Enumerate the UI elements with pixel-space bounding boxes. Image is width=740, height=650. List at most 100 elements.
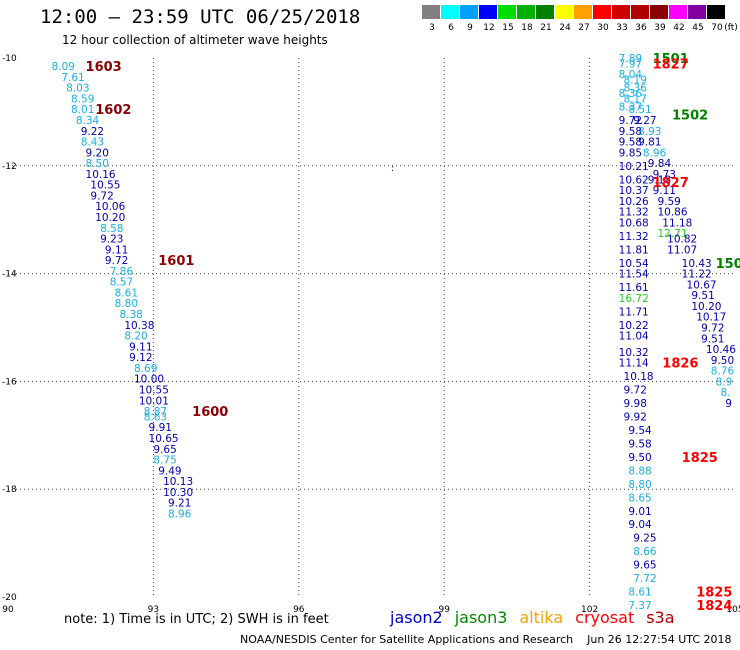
wave-height-label: 8.03 [66,83,89,95]
wave-height-label: 10.26 [619,196,649,208]
wave-height-label: 9.22 [81,126,104,138]
colorbar-swatch [593,5,611,19]
pass-time-label: 1600 [192,405,228,420]
wave-height-label: 9.11 [653,185,676,197]
colorbar-label: 33 [616,23,628,33]
colorbar-swatch [688,5,706,19]
colorbar-swatch [631,5,649,19]
y-tick-label: -14 [2,270,17,280]
wave-height-label: 12.71 [657,228,687,240]
legend-entry: cryosat [575,608,635,627]
wave-height-label: 9.21 [168,498,191,510]
colorbar-label: 39 [654,23,666,33]
wave-height-label: 9 [725,398,732,410]
wave-height-label: 9.04 [628,519,652,531]
colorbar-label: 36 [635,23,647,33]
wave-height-label: 9.25 [633,533,656,545]
wave-height-label: 10.18 [624,371,654,383]
wave-height-label: 8.87 [144,406,167,418]
wave-height-label: 8.50 [86,158,109,170]
x-tick-label: 99 [438,605,450,615]
legend-entry: s3a [646,608,675,627]
credit-line: NOAA/NESDIS Center for Satellite Applica… [240,633,732,646]
wave-height-label: 8.88 [628,465,651,477]
colorbar-swatch [498,5,516,19]
wave-height-label: 9.58 [628,438,651,450]
wave-height-label: 10.00 [134,374,164,386]
wave-height-label: 9.73 [653,169,676,181]
wave-height-label: 8.75 [153,455,176,467]
wave-height-label: 10.55 [90,180,120,192]
wave-height-label: 10.46 [706,344,736,356]
y-tick-label: -16 [2,377,17,387]
wave-height-label: 9.54 [628,425,652,437]
wave-height-label: 9.72 [624,384,647,396]
wave-height-label: 8.36 [624,83,648,95]
wave-height-label: 10.55 [139,384,169,396]
legend-entry: jason2 [390,608,443,627]
colorbar-label: 27 [578,23,590,33]
wave-height-label: 9.85 [619,147,642,159]
wave-height-label: 11.22 [682,269,712,281]
wave-height-label: 11.14 [619,358,649,370]
pass-time-label: 1825 [696,586,732,601]
wave-height-label: 10.20 [691,301,721,313]
pass-time-label: 1603 [86,60,122,75]
wave-height-label: 8.43 [81,137,104,149]
colorbar-swatch [441,5,459,19]
wave-height-label: 11.81 [619,244,649,256]
x-tick-label: 102 [581,605,598,615]
wave-height-label: 10.65 [149,433,179,445]
wave-height-label: 9.11 [105,244,128,256]
colorbar-label: 70 [711,23,723,33]
pass-time-label: 1602 [95,103,131,118]
colorbar-label: 15 [502,23,514,33]
wave-height-label: 10.37 [619,185,649,197]
wave-height-label: 10.67 [687,279,717,291]
wave-height-label: 9.72 [619,115,642,127]
wave-height-label: 8.04 [619,69,643,81]
wave-height-label: 8.61 [115,287,138,299]
colorbar-label: 18 [521,23,533,33]
wave-height-label: 10.32 [619,347,649,359]
legend-entry: altika [519,608,564,627]
pass-time-label: 1502 [672,109,708,124]
wave-height-label: 10.68 [619,217,649,229]
wave-height-label: 10.21 [619,161,649,173]
wave-height-label: 8.93 [638,126,661,138]
wave-height-label: 8.51 [628,104,651,116]
wave-height-label: 11.61 [619,282,649,294]
colorbar-label: 3 [429,23,435,33]
wave-height-label: 8.61 [628,587,651,599]
wave-height-label: 10.20 [95,212,125,224]
wave-height-label: 11.32 [619,207,649,219]
wave-height-label: 10.16 [86,169,116,181]
footnote: note: 1) Time is in UTC; 2) SWH is in fe… [64,612,329,627]
wave-height-label: 9.58 [619,126,642,138]
wave-height-label: 10.43 [682,258,712,270]
wave-height-label: 8.09 [52,61,75,73]
wave-height-label: 7.37 [628,600,651,612]
pass-time-label: 1824 [696,599,732,614]
wave-height-label: 8.69 [134,363,157,375]
wave-height-label: 9.98 [624,398,647,410]
wave-height-label: 10.06 [95,201,125,213]
wave-height-label: 9.23 [100,234,123,246]
pass-time-label: 1825 [682,451,718,466]
wave-height-label: 7.72 [633,573,656,585]
wave-height-label: 7.97 [619,58,642,70]
wave-height-label: 10.86 [657,207,687,219]
wave-height-label: 8.01 [71,104,94,116]
colorbar-swatch [650,5,668,19]
wave-height-label: 8.9 [716,376,733,388]
wave-height-label: 9.72 [90,190,113,202]
legend-entry: jason3 [454,608,508,627]
pass-time-label: 1501 [653,52,689,67]
y-tick-label: -10 [2,54,17,64]
wave-height-label: 9.91 [149,422,172,434]
wave-height-label: 10.38 [124,320,154,332]
colorbar-label: 42 [673,23,685,33]
page-title: 12:00 – 23:59 UTC 06/25/2018 [40,6,361,28]
x-tick-label: 93 [148,605,159,615]
wave-height-label: 16.72 [619,293,649,305]
